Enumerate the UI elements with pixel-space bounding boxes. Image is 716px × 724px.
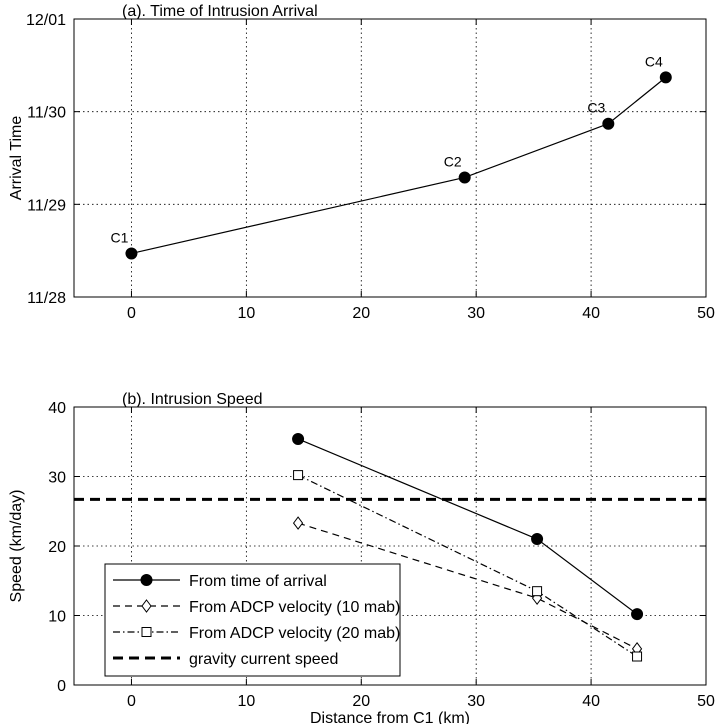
data-point xyxy=(458,171,471,184)
data-point xyxy=(292,432,305,445)
plot-area xyxy=(74,19,706,297)
chart-title: (a). Time of Intrusion Arrival xyxy=(122,3,318,20)
data-point xyxy=(125,247,138,260)
legend-entry: From ADCP velocity (10 mab) xyxy=(189,599,400,616)
legend-entry: gravity current speed xyxy=(189,651,338,668)
chart-title: (b). Intrusion Speed xyxy=(122,391,263,408)
x-tick-label: 50 xyxy=(697,693,715,710)
y-tick-label: 10 xyxy=(48,609,66,626)
series-2 xyxy=(293,470,643,662)
y-tick-label: 11/29 xyxy=(27,197,66,214)
legend: From time of arrival From ADCP velocity (… xyxy=(104,563,401,677)
y-tick-label: 40 xyxy=(48,400,66,417)
data-point xyxy=(602,117,615,130)
x-tick-label: 30 xyxy=(467,693,485,710)
legend-swatch-marker xyxy=(140,574,153,586)
y-tick-label: 11/28 xyxy=(27,290,66,307)
y-axis-label: Speed (km/day) xyxy=(8,490,25,603)
data-point xyxy=(532,586,543,597)
axes-frame xyxy=(73,406,707,686)
series-0: C1 C2 C3 C4 xyxy=(111,53,672,260)
x-tick-label: 40 xyxy=(582,305,600,322)
point-label: C1 xyxy=(111,229,129,245)
x-tick-label: 0 xyxy=(127,693,136,710)
x-axis-label: Distance from C1 (km) xyxy=(310,710,470,724)
axes-frame xyxy=(73,18,707,298)
x-tick-label: 0 xyxy=(127,305,136,322)
y-tick-label: 12/01 xyxy=(26,12,66,29)
y-axis-label: Arrival Time xyxy=(8,116,25,201)
series-line xyxy=(297,522,638,650)
data-point xyxy=(659,71,672,84)
x-tick-label: 30 xyxy=(467,305,485,322)
series-line xyxy=(131,76,667,255)
y-tick-label: 20 xyxy=(48,539,66,556)
x-tick-label: 10 xyxy=(237,305,255,322)
x-tick-label: 20 xyxy=(352,305,370,322)
data-point xyxy=(531,533,544,546)
y-tick-label: 30 xyxy=(48,470,66,487)
data-point xyxy=(293,470,304,481)
data-point xyxy=(632,651,643,662)
legend-entry: From ADCP velocity (20 mab) xyxy=(189,625,400,642)
y-tick-label: 11/30 xyxy=(27,105,66,122)
legend-swatch-marker xyxy=(141,599,152,613)
legend-swatch-marker xyxy=(141,627,152,637)
legend-entry: From time of arrival xyxy=(189,573,327,590)
x-tick-label: 40 xyxy=(582,693,600,710)
point-label: C4 xyxy=(645,53,663,69)
y-tick-label: 0 xyxy=(57,678,66,695)
x-tick-label: 10 xyxy=(237,693,255,710)
panel-a: 0 10 20 30 40 50 11/28 11/29 11/30 12/01 (a). Time… xyxy=(8,3,715,322)
x-tick-label: 20 xyxy=(352,693,370,710)
series-0 xyxy=(292,432,644,621)
data-point xyxy=(631,608,644,621)
data-point xyxy=(292,516,304,530)
panel-b: 0 10 20 30 40 50 0 10 20 30 40 (b). Intrusion Speed… xyxy=(8,391,715,724)
x-tick-label: 50 xyxy=(697,305,715,322)
point-label: C2 xyxy=(444,153,462,169)
point-label: C3 xyxy=(587,100,605,116)
